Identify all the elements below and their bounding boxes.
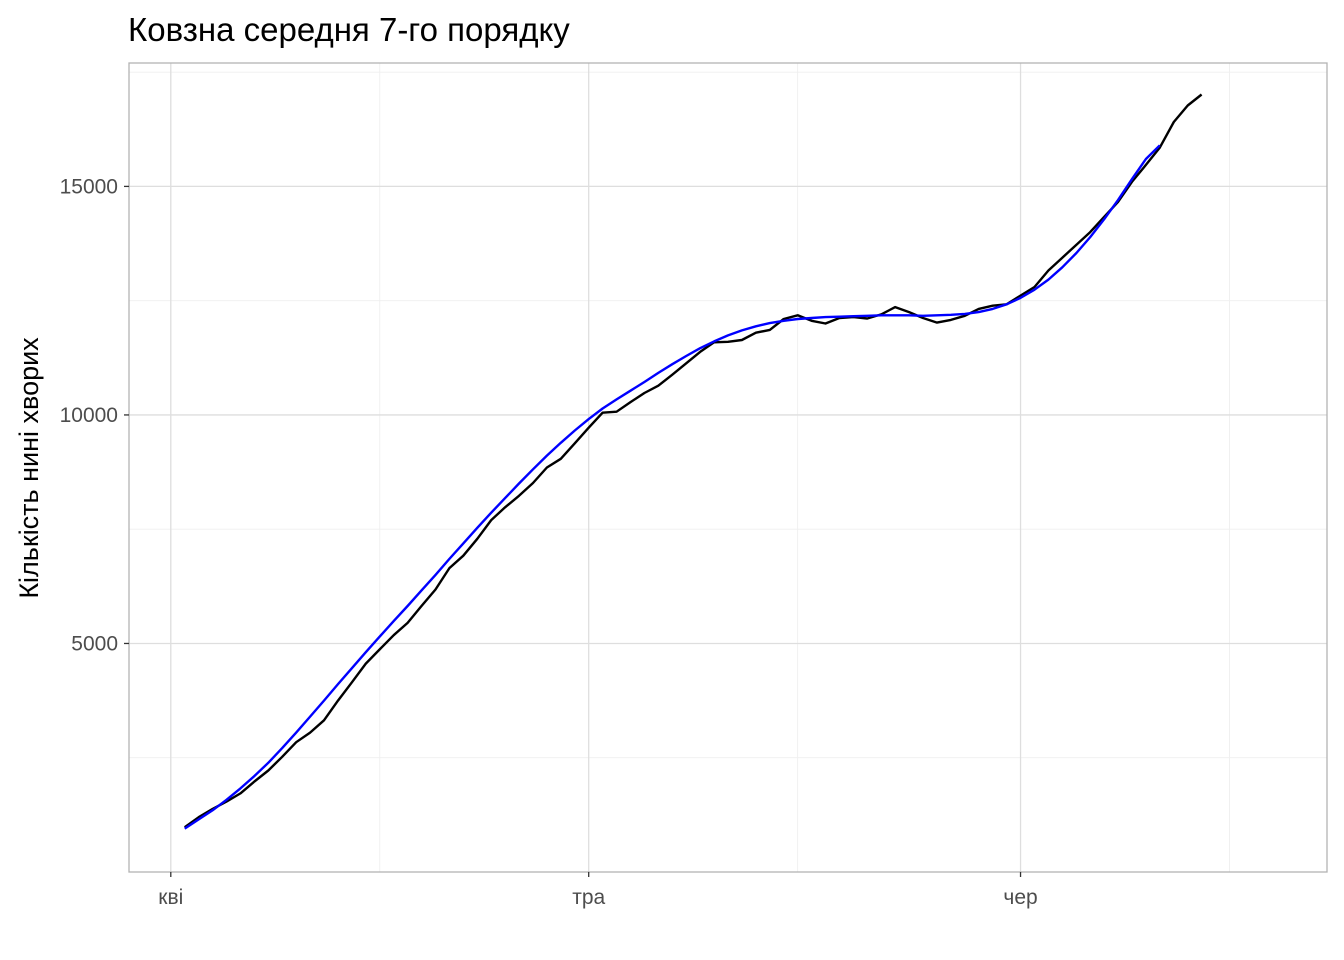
series-line-blue <box>184 144 1161 830</box>
y-tick-label: 10000 <box>60 404 118 427</box>
panel-border <box>128 62 1328 873</box>
series-line-black <box>184 93 1203 829</box>
y-tick-label: 15000 <box>60 175 118 198</box>
grid <box>129 63 1327 872</box>
series-layer <box>184 93 1203 830</box>
x-tick-label: тра <box>572 886 605 909</box>
x-tick-label: чер <box>1003 886 1037 909</box>
x-tick-label: кві <box>158 886 183 909</box>
y-tick-label: 5000 <box>71 632 118 655</box>
y-axis-title: Кількість нині хворих <box>14 337 44 599</box>
y-axis-ticks: 5000 10000 15000 <box>60 175 129 655</box>
x-axis-ticks: кві тра чер <box>158 872 1038 909</box>
chart-title: Ковзна середня 7-го порядку <box>128 11 570 48</box>
plot-panel <box>128 62 1328 873</box>
